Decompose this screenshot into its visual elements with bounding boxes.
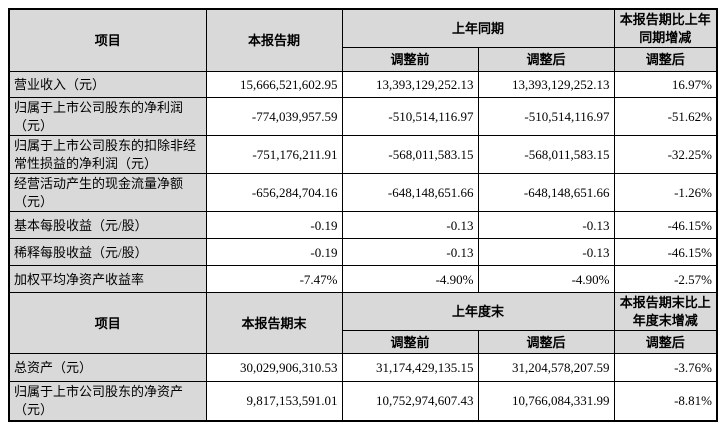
cell-prior-before: 31,174,429,135.15	[341, 353, 479, 383]
cell-prior-after: -0.13	[477, 238, 615, 267]
row-label: 稀释每股收益（元/股）	[8, 238, 207, 267]
cell-prior-before: -0.13	[341, 211, 479, 240]
table-row: 加权平均净资产收益率 -7.47% -4.90% -4.90% -2.57%	[8, 265, 718, 294]
cell-prior-after: -568,011,583.15	[477, 135, 615, 175]
row-label: 经营活动产生的现金流量净额（元）	[8, 173, 207, 213]
cell-prior-before: -4.90%	[341, 265, 479, 294]
table-row: 经营活动产生的现金流量净额（元） -656,284,704.16 -648,14…	[8, 173, 718, 213]
cell-change: -46.15%	[613, 238, 718, 267]
group-header-change: 本报告期比上年同期增减	[613, 8, 718, 49]
cell-prior-after: 13,393,129,252.13	[477, 71, 615, 99]
cell-prior-after: -0.13	[477, 211, 615, 240]
cell-current: -656,284,704.16	[205, 173, 343, 213]
cell-change: -1.26%	[613, 173, 718, 213]
cell-current: 9,817,153,591.01	[205, 381, 343, 422]
table-row: 归属于上市公司股东的净利润（元） -774,039,957.59 -510,51…	[8, 97, 718, 137]
col-header-adjust-before-2: 调整前	[341, 330, 479, 355]
cell-prior-after: -648,148,651.66	[477, 173, 615, 213]
cell-change: -3.76%	[613, 353, 718, 383]
col-header-item-2: 项目	[8, 292, 207, 355]
col-header-change-adjust-after-2: 调整后	[613, 330, 718, 355]
cell-change: -8.81%	[613, 381, 718, 422]
cell-prior-after: 31,204,578,207.59	[477, 353, 615, 383]
cell-prior-before: -568,011,583.15	[341, 135, 479, 175]
cell-change: -2.57%	[613, 265, 718, 294]
cell-prior-after: -4.90%	[477, 265, 615, 294]
report-page: 项目 本报告期 上年同期 本报告期比上年同期增减 调整前 调整后 调整后 营业收…	[8, 8, 719, 422]
cell-prior-before: -648,148,651.66	[341, 173, 479, 213]
cell-current: 15,666,521,602.95	[205, 71, 343, 99]
row-label: 归属于上市公司股东的净利润（元）	[8, 97, 207, 137]
col-header-adjust-before: 调整前	[341, 47, 479, 73]
cell-change: 16.97%	[613, 71, 718, 99]
cell-current: -7.47%	[205, 265, 343, 294]
cell-change: -46.15%	[613, 211, 718, 240]
cell-change: -32.25%	[613, 135, 718, 175]
cell-current: -751,176,211.91	[205, 135, 343, 175]
table-row: 营业收入（元） 15,666,521,602.95 13,393,129,252…	[8, 71, 718, 99]
cell-prior-before: -510,514,116.97	[341, 97, 479, 137]
cell-prior-after: 10,766,084,331.99	[477, 381, 615, 422]
financial-summary-table: 项目 本报告期 上年同期 本报告期比上年同期增减 调整前 调整后 调整后 营业收…	[8, 8, 719, 422]
cell-current: -0.19	[205, 211, 343, 240]
row-label: 基本每股收益（元/股）	[8, 211, 207, 240]
table-row: 基本每股收益（元/股） -0.19 -0.13 -0.13 -46.15%	[8, 211, 718, 240]
col-header-change-adjust-after: 调整后	[613, 47, 718, 73]
col-header-item: 项目	[8, 8, 207, 73]
group-header-prior-year-end: 上年度末	[341, 292, 615, 332]
cell-current: 30,029,906,310.53	[205, 353, 343, 383]
cell-prior-before: 13,393,129,252.13	[341, 71, 479, 99]
table-row: 归属于上市公司股东的扣除非经常性损益的净利润（元） -751,176,211.9…	[8, 135, 718, 175]
col-header-adjust-after-2: 调整后	[477, 330, 615, 355]
group-header-prior-period: 上年同期	[341, 8, 615, 49]
row-label: 总资产（元）	[8, 353, 207, 383]
table-row: 稀释每股收益（元/股） -0.19 -0.13 -0.13 -46.15%	[8, 238, 718, 267]
cell-current: -774,039,957.59	[205, 97, 343, 137]
cell-prior-before: -0.13	[341, 238, 479, 267]
group-header-change-2: 本报告期末比上年度末增减	[613, 292, 718, 332]
row-label: 加权平均净资产收益率	[8, 265, 207, 294]
table-row: 总资产（元） 30,029,906,310.53 31,174,429,135.…	[8, 353, 718, 383]
col-header-current-period: 本报告期	[205, 8, 343, 73]
cell-prior-after: -510,514,116.97	[477, 97, 615, 137]
cell-change: -51.62%	[613, 97, 718, 137]
row-label: 归属于上市公司股东的扣除非经常性损益的净利润（元）	[8, 135, 207, 175]
col-header-current-period-end: 本报告期末	[205, 292, 343, 355]
cell-current: -0.19	[205, 238, 343, 267]
row-label: 归属于上市公司股东的净资产（元）	[8, 381, 207, 422]
cell-prior-before: 10,752,974,607.43	[341, 381, 479, 422]
table-row: 归属于上市公司股东的净资产（元） 9,817,153,591.01 10,752…	[8, 381, 718, 422]
col-header-adjust-after: 调整后	[477, 47, 615, 73]
row-label: 营业收入（元）	[8, 71, 207, 99]
